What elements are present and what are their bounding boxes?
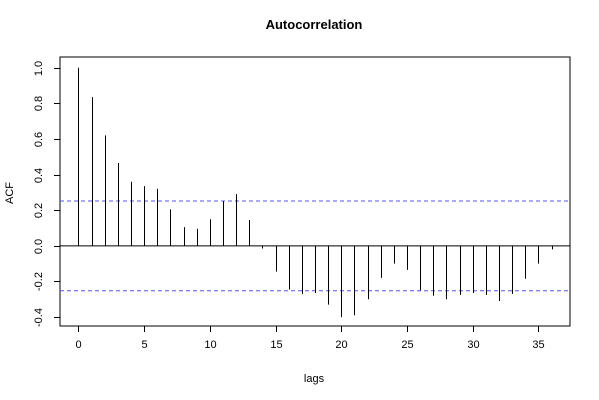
x-tick-label: 15 — [270, 339, 282, 351]
chart-title: Autocorrelation — [266, 17, 363, 32]
x-tick-label: 35 — [532, 339, 544, 351]
y-tick-label: -0.2 — [33, 272, 45, 291]
y-tick-label: -0.4 — [33, 308, 45, 327]
plot-frame — [59, 56, 571, 327]
x-axis-label: lags — [304, 373, 325, 385]
y-tick-label: 1.0 — [33, 61, 45, 76]
x-tick-label: 5 — [141, 339, 147, 351]
x-axis: 0 5 10 15 20 25 30 35 — [75, 326, 545, 351]
acf-bars — [78, 67, 553, 318]
y-tick-label: 0.8 — [33, 96, 45, 111]
x-tick-label: 10 — [204, 339, 216, 351]
y-tick-label: 0.0 — [33, 239, 45, 254]
x-tick-label: 20 — [335, 339, 347, 351]
x-tick-label: 30 — [467, 339, 479, 351]
y-tick-label: 0.6 — [33, 132, 45, 147]
y-tick-label: 0.4 — [33, 168, 45, 183]
y-axis-label: ACF — [4, 182, 16, 204]
y-axis: -0.4 -0.2 0.0 0.2 0.4 0.6 0.8 1.0 — [33, 61, 60, 327]
y-tick-label: 0.2 — [33, 203, 45, 218]
x-tick-label: 25 — [401, 339, 413, 351]
x-tick-label: 0 — [75, 339, 81, 351]
